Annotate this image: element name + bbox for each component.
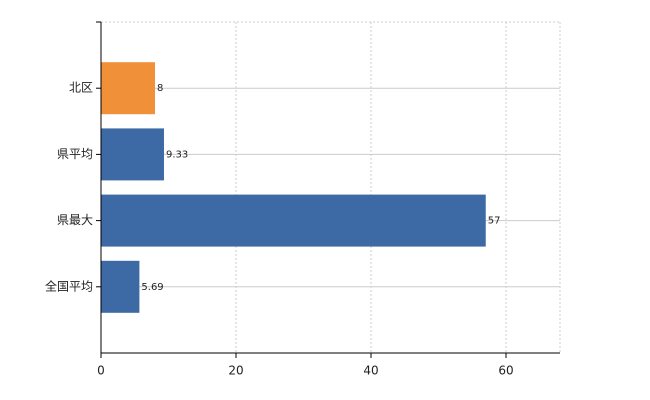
y-tick-label: 全国平均 [45,278,93,293]
bar [101,128,164,181]
y-tick-label: 県最大 [57,213,93,227]
value-label: 9.33 [166,149,188,160]
y-tick-label: 県平均 [57,147,93,161]
x-tick-label: 60 [498,364,513,378]
y-tick-label: 北区 [69,81,93,95]
value-label: 57 [488,216,501,227]
x-tick-label: 0 [97,364,105,378]
bar [101,62,155,115]
x-tick-label: 20 [228,364,243,378]
x-tick-label: 40 [363,364,378,378]
value-label: 8 [157,83,163,94]
bar [101,260,140,313]
value-label: 5.69 [141,282,163,293]
bar [101,194,486,247]
